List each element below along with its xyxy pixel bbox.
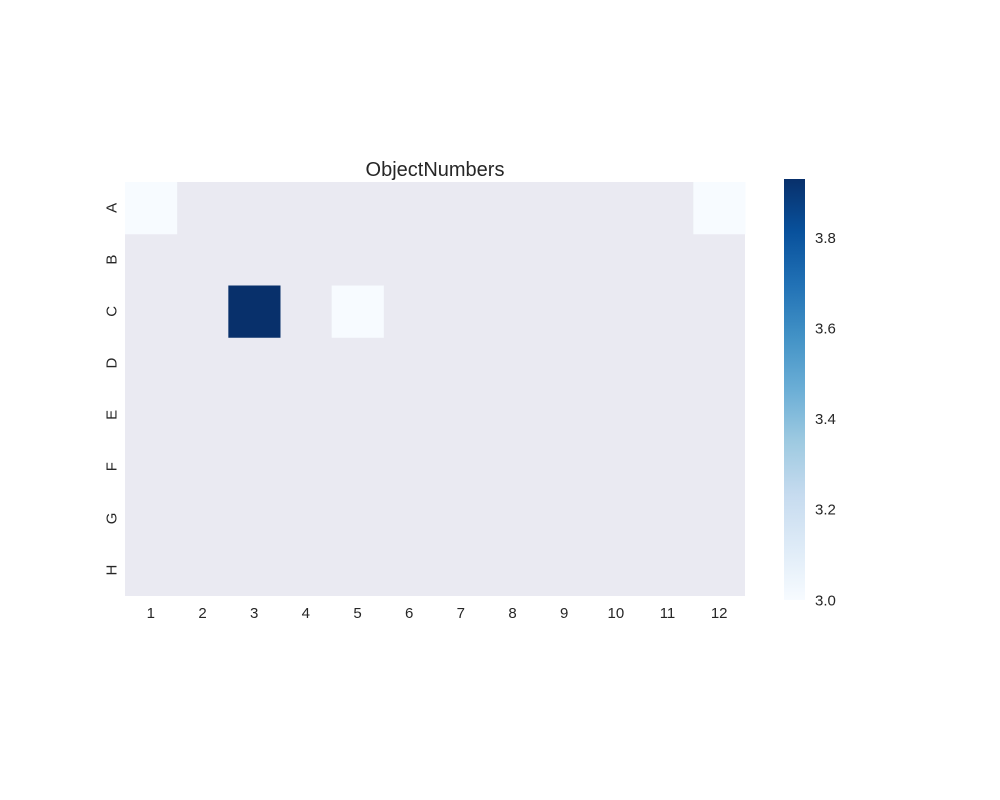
x-tick-label: 3 [250,605,258,622]
x-tick-label: 4 [302,605,310,622]
colorbar-ticks: 3.0 3.2 3.4 3.6 3.8 [815,230,836,609]
heatmap-cell-C3 [228,285,281,338]
y-tick-label: H [103,565,120,576]
x-tick-label: 11 [660,605,676,622]
y-axis-ticks: A B C D E F G H [103,203,120,576]
x-tick-label: 12 [711,605,728,622]
heatmap-cell-A12 [693,182,746,235]
x-tick-label: 7 [457,605,465,622]
x-tick-label: 2 [198,605,206,622]
colorbar-tick-label: 3.6 [815,321,836,338]
x-tick-label: 1 [147,605,155,622]
x-tick-label: 10 [607,605,624,622]
colorbar-tick-label: 3.4 [815,411,836,428]
y-tick-label: G [103,513,120,525]
heatmap-area [125,182,745,596]
x-tick-label: 8 [508,605,516,622]
chart-title: ObjectNumbers [366,159,505,181]
y-tick-label: F [103,462,120,471]
heatmap-cell-A1 [125,182,178,235]
x-tick-label: 6 [405,605,413,622]
y-tick-label: B [103,255,120,265]
y-tick-label: C [103,306,120,317]
y-tick-label: A [103,203,120,213]
colorbar-tick-label: 3.2 [815,502,836,519]
colorbar-tick-label: 3.0 [815,592,836,609]
colorbar-tick-label: 3.8 [815,230,836,247]
y-tick-label: E [103,410,120,420]
x-axis-ticks: 1 2 3 4 5 6 7 8 9 10 11 12 [147,605,728,622]
heatmap-cell-C5 [331,285,384,338]
heatmap-background [125,182,745,596]
x-tick-label: 5 [353,605,361,622]
y-tick-label: D [103,358,120,369]
x-tick-label: 9 [560,605,568,622]
heatmap-cells [125,182,746,338]
colorbar [784,179,805,600]
